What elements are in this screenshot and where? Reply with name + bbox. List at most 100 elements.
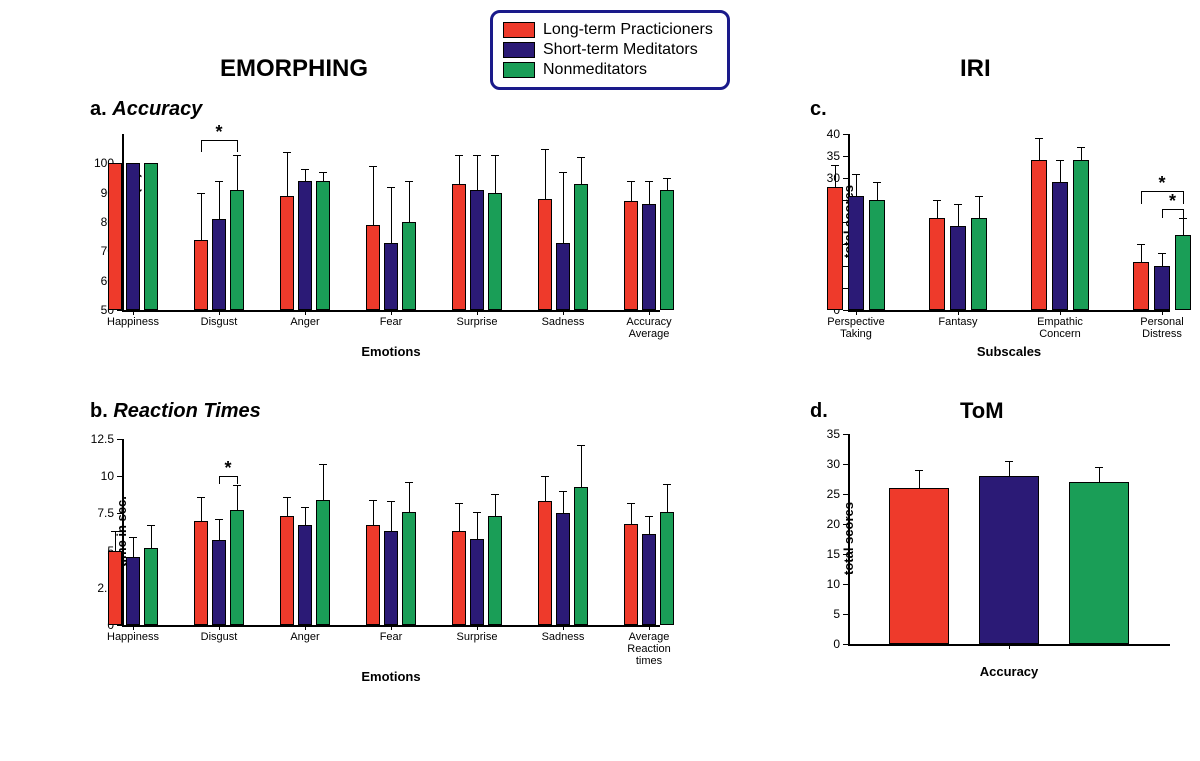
- category-label: Anger: [257, 316, 353, 328]
- bar: [979, 476, 1039, 644]
- category-label: Surprise: [429, 631, 525, 643]
- panel-label-prefix: d.: [810, 400, 828, 422]
- bar: [538, 501, 552, 625]
- bar: [212, 219, 226, 310]
- bar: [1052, 182, 1068, 310]
- legend-swatch-group3: [503, 62, 535, 78]
- legend-label: Short-term Meditators: [543, 41, 698, 59]
- chart-b-reaction-times: 02.557.51012.5time in sec.HappinessDisgu…: [70, 435, 670, 695]
- y-tick-label: 5: [800, 607, 840, 621]
- panel-label-prefix: b.: [90, 400, 108, 422]
- y-tick-label: 30: [800, 171, 840, 185]
- y-tick-label: 10: [70, 469, 114, 483]
- bar: [366, 525, 380, 625]
- bar: [298, 525, 312, 625]
- bar: [642, 534, 656, 625]
- bar: [1069, 482, 1129, 644]
- panel-label-c: c.: [810, 98, 827, 121]
- category-label: Sadness: [515, 631, 611, 643]
- bar: [108, 163, 122, 310]
- chart-d-tom: 05101520253035total scoresAccuracy: [800, 430, 1180, 700]
- significance-star: *: [215, 122, 222, 143]
- y-tick-label: 40: [800, 127, 840, 141]
- significance-star: *: [224, 458, 231, 479]
- x-axis-title: Subscales: [977, 344, 1041, 359]
- section-title-emorphing: EMORPHING: [220, 55, 368, 83]
- bar: [280, 516, 294, 625]
- bar: [574, 184, 588, 310]
- category-label: Sadness: [515, 316, 611, 328]
- bar: [624, 201, 638, 310]
- bar: [470, 190, 484, 310]
- x-axis-title: Accuracy: [980, 664, 1039, 679]
- legend-label: Nonmeditators: [543, 61, 647, 79]
- category-label: Surprise: [429, 316, 525, 328]
- category-label: Disgust: [171, 316, 267, 328]
- bar: [660, 190, 674, 310]
- bar: [470, 539, 484, 625]
- panel-label-title: Accuracy: [112, 98, 202, 120]
- bar: [660, 512, 674, 625]
- bar: [1133, 262, 1149, 310]
- bar: [488, 193, 502, 310]
- legend-box: Long-term Practicioners Short-term Medit…: [490, 10, 730, 90]
- bar: [950, 226, 966, 310]
- chart-c-iri: 0510152025303540total scoresPerspectiveT…: [800, 130, 1180, 360]
- bar: [230, 190, 244, 310]
- legend-item: Long-term Practicioners: [503, 21, 713, 39]
- y-tick-label: 15: [800, 547, 840, 561]
- category-label: Happiness: [85, 316, 181, 328]
- y-tick-label: 0: [800, 637, 840, 651]
- bar: [402, 222, 416, 310]
- category-label: Anger: [257, 631, 353, 643]
- bar: [108, 551, 122, 625]
- y-tick-label: 25: [800, 487, 840, 501]
- bar: [212, 540, 226, 625]
- bar: [488, 516, 502, 625]
- significance-star: *: [1169, 191, 1176, 212]
- legend-item: Short-term Meditators: [503, 41, 713, 59]
- bar: [298, 181, 312, 310]
- y-tick-label: 35: [800, 149, 840, 163]
- category-label: Fantasy: [902, 316, 1014, 328]
- bar: [1031, 160, 1047, 310]
- bar: [126, 557, 140, 625]
- bar: [889, 488, 949, 644]
- category-label: Happiness: [85, 631, 181, 643]
- bar: [1154, 266, 1170, 310]
- bar: [556, 243, 570, 310]
- category-label: EmpathicConcern: [1004, 316, 1116, 340]
- y-tick-label: 30: [800, 457, 840, 471]
- category-label: PerspectiveTaking: [800, 316, 912, 340]
- bar: [366, 225, 380, 310]
- bar: [538, 199, 552, 310]
- bar: [624, 524, 638, 625]
- bar: [144, 548, 158, 625]
- y-axis-title: total scores: [841, 502, 856, 575]
- y-tick-label: 20: [800, 517, 840, 531]
- bar: [144, 163, 158, 310]
- y-tick-label: 7.5: [70, 506, 114, 520]
- bar: [316, 500, 330, 625]
- panel-label-prefix: c.: [810, 98, 827, 120]
- bar: [642, 204, 656, 310]
- bar: [1175, 235, 1191, 310]
- chart-a-accuracy: 5060708090100total scores (%)HappinessDi…: [70, 130, 670, 360]
- category-label: AverageReactiontimes: [601, 631, 697, 667]
- legend-item: Nonmeditators: [503, 61, 713, 79]
- bar: [384, 243, 398, 310]
- bar: [452, 184, 466, 310]
- bar: [1073, 160, 1089, 310]
- x-axis-title: Emotions: [361, 344, 420, 359]
- bar: [280, 196, 294, 310]
- bar: [402, 512, 416, 625]
- panel-label-b: b. Reaction Times: [90, 400, 261, 423]
- significance-star: *: [1158, 173, 1165, 194]
- category-label: Disgust: [171, 631, 267, 643]
- category-label: AccuracyAverage: [601, 316, 697, 340]
- category-label: PersonalDistress: [1106, 316, 1200, 340]
- bar: [452, 531, 466, 625]
- y-tick-label: 10: [800, 577, 840, 591]
- legend-label: Long-term Practicioners: [543, 21, 713, 39]
- panel-label-title: Reaction Times: [113, 400, 260, 422]
